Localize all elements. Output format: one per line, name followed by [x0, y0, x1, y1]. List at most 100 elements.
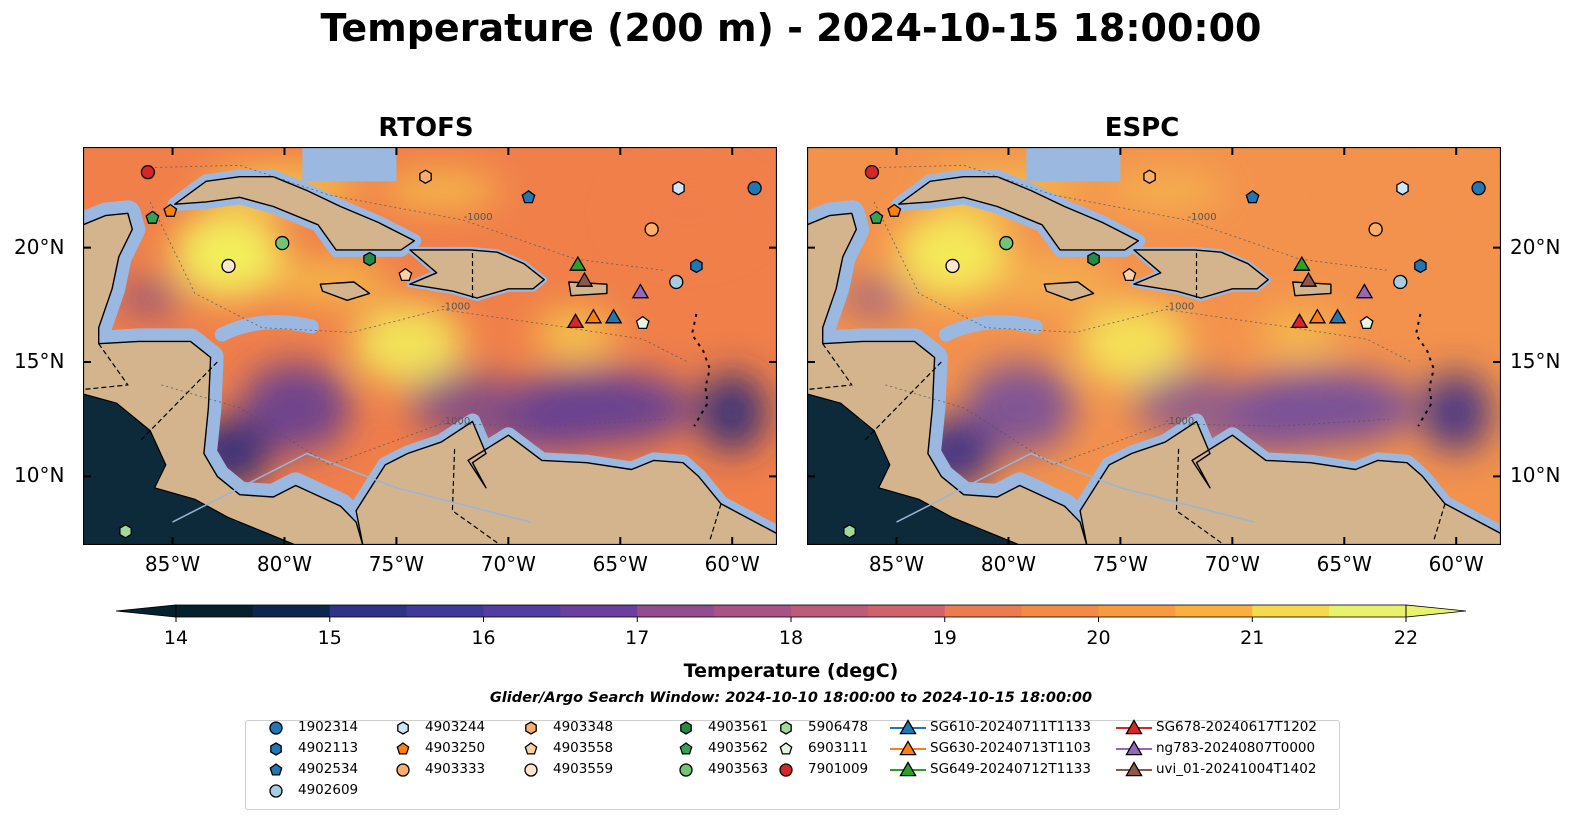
colorbar-segment: [406, 605, 484, 617]
platform-ng783-20240807T0000-triangle-marker: [631, 283, 650, 299]
lat-tick-label: 15°N: [14, 349, 65, 373]
legend-1902314-circle-marker: [269, 721, 283, 735]
colorbar-segment: [252, 605, 331, 617]
legend-SG678-20240617T1202-triangle-marker: [1125, 719, 1143, 735]
legend-label: 4903559: [553, 761, 614, 777]
platform-4903558-pentagon-marker: [398, 267, 413, 282]
colorbar: 14 15 16 17 18 19 20 21 22: [116, 604, 1466, 649]
platform-SG610-20240711T1133-triangle-marker: [604, 308, 623, 324]
legend-4903333-circle-marker: [396, 763, 410, 777]
legend-label: uvi_01-20241004T1402: [1156, 761, 1317, 777]
legend-7901009-circle-marker: [779, 763, 793, 777]
lon-tick-label: 70°W: [480, 552, 536, 576]
colorbar-tick-label: 17: [625, 627, 649, 649]
legend-label: 4903562: [708, 740, 769, 756]
colorbar-segment: [1021, 605, 1099, 617]
lon-tick-label: 80°W: [256, 552, 313, 576]
colorbar-segment: [1252, 605, 1330, 617]
legend-SG610-20240711T1133-triangle-marker: [899, 719, 917, 735]
contour-label: -1000: [441, 416, 470, 427]
lon-tick-label: 60°W: [1428, 552, 1484, 576]
colorbar-segment: [637, 605, 715, 617]
colorbar-segment: [1175, 605, 1253, 617]
legend-label: 7901009: [808, 761, 869, 777]
legend-label: 6903111: [808, 740, 869, 756]
colorbar-tick-label: 21: [1240, 627, 1264, 649]
colorbar-tick-label: 15: [318, 627, 342, 649]
legend-4903559-circle-marker: [524, 763, 538, 777]
legend-SG649-20240712T1133-triangle-marker: [899, 761, 917, 777]
platform-4903561-hexagon-marker: [363, 251, 376, 267]
lon-tick-label: 75°W: [1092, 552, 1149, 576]
legend-4903250-pentagon-marker: [396, 742, 410, 755]
colorbar-segment: [944, 605, 1023, 617]
legend-6903111-pentagon-marker: [779, 742, 793, 755]
colorbar-extend-low: [116, 604, 177, 618]
legend-uvi_01-20241004T1402-triangle-marker: [1125, 761, 1143, 777]
platform-SG630-20240713T1103-triangle-marker: [1308, 308, 1327, 324]
colorbar-segment: [714, 605, 792, 617]
legend-label: 4903348: [553, 719, 614, 735]
legend-label: 4903563: [708, 761, 769, 777]
lat-tick-label: 20°N: [1510, 234, 1561, 259]
legend-4902534-pentagon-marker: [269, 763, 283, 776]
platform-4903563-circle-marker: [999, 235, 1014, 251]
legend-label: SG630-20240713T1103: [930, 740, 1091, 756]
platform-SG610-20240711T1133-triangle-marker: [1328, 308, 1347, 324]
platform-ng783-20240807T0000-triangle-marker: [1355, 283, 1374, 299]
legend-5906478-hexagon-marker: [780, 721, 792, 735]
legend-label: 4903558: [553, 740, 614, 756]
lat-tick-label: 10°N: [14, 463, 65, 488]
search-window-text: Glider/Argo Search Window: 2024-10-10 18…: [489, 690, 1093, 706]
legend-label: 4903244: [425, 719, 486, 735]
lat-tick-label: 20°N: [14, 234, 65, 259]
platform-4903559-circle-marker: [945, 258, 960, 274]
platform-4903250-pentagon-marker: [887, 203, 902, 217]
lon-tick-label: 85°W: [868, 552, 925, 576]
colorbar-segment: [791, 605, 869, 617]
platform-5906478-hexagon-marker: [843, 524, 856, 539]
lon-tick-label: 65°W: [1316, 552, 1372, 576]
colorbar-segment: [176, 605, 254, 617]
panel-title-rtofs: RTOFS: [378, 113, 474, 143]
platform-4902534-pentagon-marker: [1245, 189, 1260, 204]
platform-7901009-circle-marker: [140, 165, 156, 180]
legend-SG630-20240713T1103-triangle-marker: [899, 740, 917, 756]
map-panel-rtofs: -1000 -1000 -1000: [83, 147, 777, 545]
legend-4903558-pentagon-marker: [524, 742, 538, 755]
legend-label: 5906478: [808, 719, 869, 735]
legend-4902609-circle-marker: [269, 784, 283, 798]
platform-4903244-hexagon-marker: [672, 180, 685, 196]
legend-label: ng783-20240807T0000: [1156, 740, 1316, 756]
platform-4902534-pentagon-marker: [521, 189, 536, 204]
platform-1902314-circle-marker: [747, 181, 762, 196]
platform-4903562-pentagon-marker: [869, 210, 884, 224]
platform-5906478-hexagon-marker: [119, 524, 132, 539]
platform-6903111-pentagon-marker: [635, 315, 650, 330]
legend-4903562-pentagon-marker: [679, 742, 693, 755]
legend-label: 1902314: [298, 719, 359, 735]
legend-label: SG610-20240711T1133: [930, 719, 1091, 735]
lat-tick-label: 10°N: [1510, 463, 1561, 488]
legend-label: SG678-20240617T1202: [1156, 719, 1317, 735]
lon-tick-label: 65°W: [592, 552, 648, 576]
platform-4903563-circle-marker: [275, 235, 290, 251]
colorbar-segment: [560, 605, 638, 617]
colorbar-segment: [867, 605, 946, 617]
platform-legend: 1902314 4902113 4902534 4902609 4903244 49032…: [245, 719, 1340, 810]
platform-4903348-hexagon-marker: [1143, 169, 1156, 184]
legend-4903561-hexagon-marker: [680, 721, 692, 735]
colorbar-segment: [329, 605, 408, 617]
colorbar-tick-label: 18: [779, 627, 803, 649]
legend-label: 4902534: [298, 761, 359, 777]
lon-tick-label: 60°W: [704, 552, 760, 576]
platform-4902609-circle-marker: [669, 274, 684, 290]
platform-1902314-circle-marker: [1471, 181, 1486, 196]
platform-4903333-circle-marker: [1368, 222, 1383, 237]
legend-label: 4903250: [425, 740, 486, 756]
platform-4903244-hexagon-marker: [1396, 180, 1409, 196]
colorbar-segment: [1098, 605, 1176, 617]
legend-label: 4903333: [425, 761, 486, 777]
platform-SG678-20240617T1202-triangle-marker: [1290, 313, 1309, 329]
colorbar-segment: [483, 605, 561, 617]
